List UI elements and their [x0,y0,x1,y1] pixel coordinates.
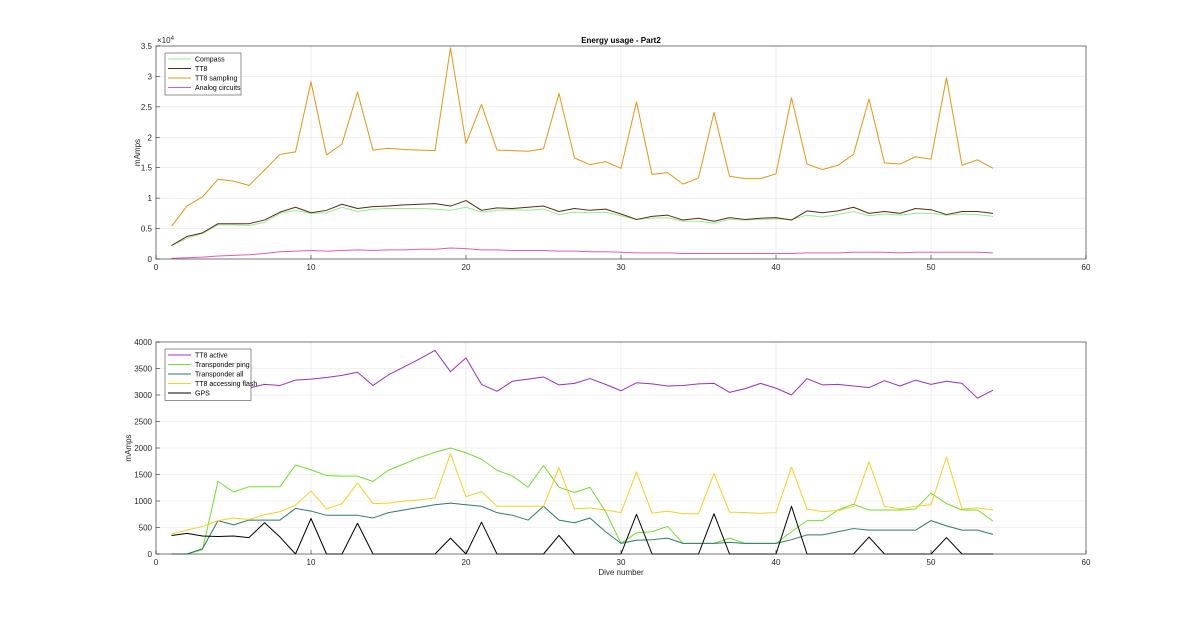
legend-label: Transponder all [195,372,244,379]
y-tick-label: 1500 [134,471,152,480]
top-y-exponent: ×104 [157,36,175,45]
bottom-tick-labels: 0 10 20 30 40 50 60 0 500 1000 1500 2000 2500 3000 350… [134,338,1091,567]
series-line-transponder-ping [171,447,994,555]
series-line-tt8-sampling [171,47,994,227]
x-tick-label: 0 [154,558,159,567]
legend-label: TT8 accessing flash [195,381,257,388]
y-tick-label: 0 [148,255,153,264]
x-tick-label: 60 [1082,263,1091,272]
series-line-compass [171,206,994,247]
legend-label: Transponder ping [195,362,250,369]
legend-label: Compass [195,57,225,64]
y-tick-label: 2500 [134,418,152,427]
top-series-lines [171,47,994,259]
x-tick-label: 50 [927,558,936,567]
y-tick-label: 2.5 [141,103,153,112]
legend-label: GPS [195,391,210,398]
y-tick-label: 3.5 [141,42,153,51]
y-tick-label: 1000 [134,497,152,506]
y-tick-label: 0 [148,550,153,559]
legend-label: Analog circuits [195,85,241,92]
x-tick-label: 40 [772,558,781,567]
y-tick-label: 2 [148,133,153,142]
series-line-tt8 [171,200,994,247]
x-tick-label: 20 [462,558,471,567]
series-line-analog-circuits [171,247,994,259]
top-tick-labels: 0 10 20 30 40 50 60 0 0.5 1 1.5 2 2.5 3 3.5 [141,42,1091,272]
legend-label: TT8 sampling [195,76,238,83]
x-tick-label: 50 [927,263,936,272]
bottom-series-lines [171,349,994,555]
bottom-x-axis-label: Dive number [598,568,644,577]
y-tick-label: 1.5 [141,164,153,173]
x-tick-label: 30 [617,558,626,567]
y-tick-label: 3500 [134,365,152,374]
legend-label: TT8 [195,66,208,73]
x-tick-label: 10 [307,558,316,567]
top-y-exponent-base: ×10 [157,36,171,45]
top-chart-title: Energy usage - Part2 [581,36,661,45]
x-tick-label: 20 [462,263,471,272]
y-tick-label: 500 [139,524,153,533]
top-y-exponent-power: 4 [171,36,175,42]
y-tick-label: 3000 [134,391,152,400]
x-tick-label: 0 [154,263,159,272]
y-tick-label: 3 [148,72,153,81]
top-y-axis-label: mAmps [133,139,142,166]
legend-label: TT8 active [195,353,228,360]
y-tick-label: 2000 [134,444,152,453]
bottom-y-axis-label: mAmps [124,434,133,461]
x-tick-label: 10 [307,263,316,272]
series-line-transponder-all [171,502,994,555]
bottom-chart: 0 10 20 30 40 50 60 0 500 1000 1500 2000 2500 3000 350… [124,338,1091,577]
series-line-tt8-accessing-flash [171,453,994,535]
y-tick-label: 1 [148,194,153,203]
y-tick-label: 0.5 [141,225,153,234]
x-tick-label: 30 [617,263,626,272]
series-line-tt8-active [171,349,994,399]
x-tick-label: 60 [1082,558,1091,567]
top-legend: Compass TT8 TT8 sampling Analog circuits [164,52,242,96]
top-chart: 0 10 20 30 40 50 60 0 0.5 1 1.5 2 2.5 3 3.5 Energy usa… [133,36,1091,272]
legend-box [164,348,252,401]
bottom-legend: TT8 active Transponder ping Transponder al… [164,348,257,401]
x-tick-label: 40 [772,263,781,272]
y-tick-label: 4000 [134,338,152,347]
